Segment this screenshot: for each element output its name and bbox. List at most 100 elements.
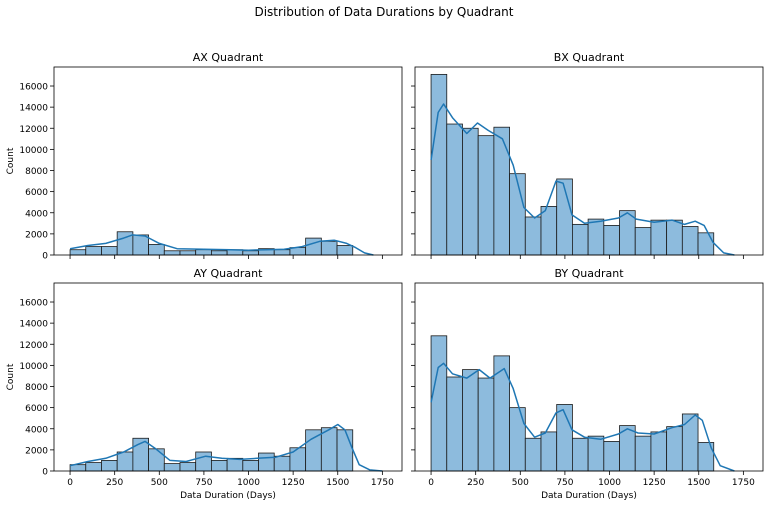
x-axis-label: Data Duration (Days): [180, 491, 276, 501]
histogram-bar: [477, 377, 495, 472]
histogram-bar: [148, 244, 165, 256]
histogram-bar: [273, 249, 291, 256]
histogram-bar: [446, 376, 463, 472]
y-tick-label: 4000: [25, 425, 48, 435]
histogram-bar: [132, 234, 149, 256]
histogram-bar: [85, 246, 102, 256]
histogram-bar: [85, 462, 102, 472]
histogram-bar: [148, 448, 165, 472]
histogram-bar: [305, 429, 322, 472]
histogram-bar: [320, 427, 338, 472]
y-tick-label: 16000: [19, 299, 48, 309]
histogram-bar: [666, 426, 683, 472]
x-tick-label: 250: [106, 478, 123, 488]
subplot-title: BY Quadrant: [554, 267, 624, 280]
histogram-bar: [540, 206, 558, 256]
histogram-bar: [320, 240, 338, 256]
x-tick-label: 1250: [643, 478, 666, 488]
histogram-bar: [603, 441, 620, 472]
y-tick-label: 2000: [25, 446, 48, 456]
chart-panel-1: 0 2000 4000 6000 8000 10000 12000 14000 16000 AX …: [6, 51, 403, 262]
x-tick-label: 750: [556, 478, 573, 488]
histogram-bar: [650, 431, 668, 472]
chart-panel-4: 0 250 500 750 1000 1250 1500 1750 BY Quadrant Dat…: [411, 267, 764, 501]
axes-frame: [53, 282, 403, 472]
histogram-bar: [493, 126, 510, 256]
x-axis-label: Data Duration (Days): [541, 491, 637, 501]
histogram-bar: [289, 447, 307, 472]
histogram-bar: [666, 219, 683, 256]
histogram-bar: [430, 73, 448, 256]
kde-line: [430, 103, 735, 256]
x-tick-label: 500: [512, 478, 529, 488]
y-tick-label: 8000: [25, 383, 48, 393]
histogram-bar: [634, 227, 652, 256]
histogram-bar: [462, 127, 479, 256]
histogram-bar: [179, 462, 197, 472]
histogram-bar: [226, 457, 244, 472]
y-tick-label: 6000: [25, 188, 48, 198]
histogram-bar: [179, 250, 197, 256]
histogram-bar: [587, 435, 605, 472]
histogram-bar: [572, 223, 589, 256]
x-tick-label: 750: [195, 478, 212, 488]
histogram-bar: [681, 226, 699, 256]
axes-frame: [53, 66, 403, 256]
histogram-bar: [634, 435, 652, 472]
histogram-bar: [509, 173, 526, 256]
y-tick-label: 4000: [25, 209, 48, 219]
histogram-bar: [242, 250, 259, 256]
subplot-title: AX Quadrant: [193, 51, 264, 64]
histogram-bar: [305, 237, 322, 256]
x-tick-label: 1750: [732, 478, 755, 488]
y-tick-label: 14000: [19, 320, 48, 330]
y-axis-label: Count: [6, 363, 16, 390]
histogram-bar: [603, 225, 620, 256]
histogram-bar: [211, 460, 228, 472]
histogram-bar: [116, 451, 134, 472]
x-tick-label: 1750: [371, 478, 394, 488]
histogram-bar: [336, 429, 354, 472]
y-tick-label: 8000: [25, 167, 48, 177]
histogram-bar: [681, 413, 699, 472]
kde-line: [69, 234, 374, 256]
chart-panel-3: 0 2000 4000 6000 8000 10000 12000 14000 16000 0 25…: [6, 267, 403, 501]
x-tick-label: 250: [467, 478, 484, 488]
histogram-bar: [242, 460, 259, 472]
y-tick-label: 2000: [25, 230, 48, 240]
histogram-bar: [509, 407, 526, 472]
histogram-bar: [195, 451, 212, 472]
histogram-bar: [650, 219, 668, 256]
histogram-bar: [446, 123, 463, 256]
figure-suptitle: Distribution of Data Durations by Quadra…: [254, 5, 513, 19]
histogram-bar: [273, 455, 291, 472]
histogram-bar: [163, 463, 181, 472]
chart-panel-2: BX Quadrant: [411, 51, 764, 259]
histogram-bar: [101, 460, 118, 472]
histogram-bar: [163, 250, 181, 256]
x-tick-label: 1500: [326, 478, 349, 488]
histogram-bar: [697, 232, 715, 256]
axes-frame: [414, 282, 764, 472]
x-tick-label: 1000: [237, 478, 260, 488]
axes-frame: [414, 66, 764, 256]
y-tick-label: 12000: [19, 125, 48, 135]
subplot-title: BX Quadrant: [554, 51, 625, 64]
y-tick-label: 6000: [25, 404, 48, 414]
y-tick-label: 0: [42, 252, 48, 262]
x-tick-label: 0: [428, 478, 434, 488]
histogram-bar: [462, 369, 479, 472]
histogram-bar: [258, 452, 275, 472]
histogram-bar: [195, 249, 212, 256]
kde-line: [69, 423, 383, 472]
subplot-title: AY Quadrant: [194, 267, 263, 280]
x-tick-label: 500: [151, 478, 168, 488]
y-tick-label: 12000: [19, 341, 48, 351]
histogram-bar: [336, 245, 354, 256]
y-tick-label: 10000: [19, 362, 48, 372]
y-tick-label: 0: [42, 468, 48, 478]
x-tick-label: 1500: [687, 478, 710, 488]
y-tick-label: 10000: [19, 146, 48, 156]
histogram-bar: [211, 250, 228, 256]
